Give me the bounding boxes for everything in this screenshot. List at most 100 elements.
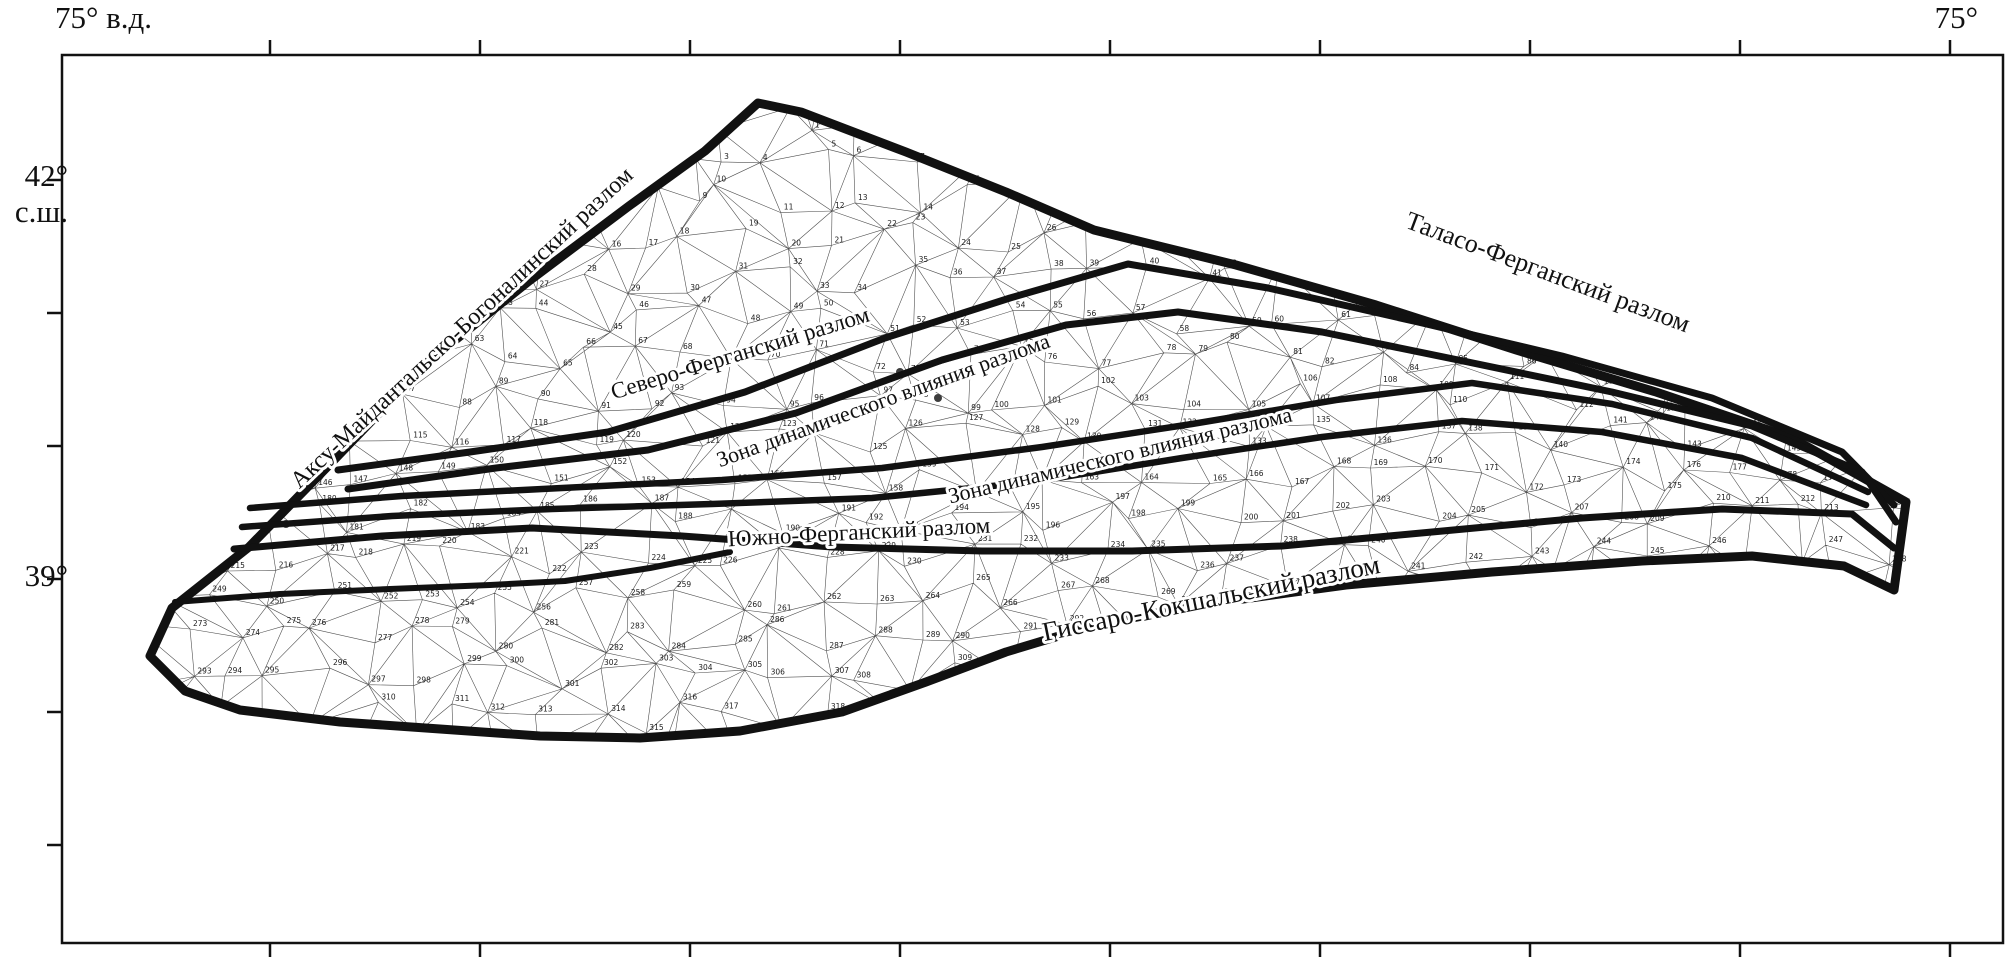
node-number: 23 — [916, 213, 926, 222]
node-number: 288 — [879, 626, 894, 635]
node-number: 299 — [467, 654, 482, 663]
node-number: 124 — [817, 423, 832, 432]
node-number: 200 — [1244, 513, 1259, 522]
node-number: 295 — [265, 666, 280, 675]
node-number: 145 — [1787, 444, 1802, 453]
node-number: 69 — [734, 349, 744, 358]
node-number: 261 — [777, 604, 792, 613]
node-number: 76 — [1048, 352, 1058, 361]
node-number: 258 — [631, 588, 646, 597]
node-number: 242 — [1469, 552, 1484, 561]
node-number: 247 — [1829, 535, 1844, 544]
node-number: 110 — [1453, 395, 1468, 404]
node-number: 101 — [1048, 396, 1063, 405]
node-number: 191 — [842, 503, 857, 512]
node-number: 45 — [613, 322, 623, 331]
node-number: 121 — [706, 436, 721, 445]
node-number: 271 — [1224, 587, 1239, 596]
node-number: 228 — [830, 547, 845, 556]
node-number: 120 — [626, 430, 641, 439]
node-number: 34 — [857, 283, 867, 292]
node-number: 306 — [771, 668, 786, 677]
node-number: 308 — [857, 670, 872, 679]
node-number: 204 — [1442, 511, 1457, 520]
node-number: 297 — [371, 675, 386, 684]
node-number: 294 — [228, 666, 243, 675]
node-number: 46 — [639, 300, 649, 309]
node-number: 287 — [829, 641, 844, 650]
node-number: 219 — [407, 534, 422, 543]
node-number: 173 — [1567, 475, 1582, 484]
node-number: 205 — [1471, 505, 1486, 514]
node-number: 21 — [835, 235, 845, 244]
node-number: 61 — [1341, 310, 1351, 319]
node-number: 81 — [1293, 347, 1303, 356]
node-number: 106 — [1303, 374, 1318, 383]
node-number: 177 — [1733, 463, 1748, 472]
node-number: 71 — [819, 340, 829, 349]
node-number: 171 — [1485, 463, 1500, 472]
node-number: 275 — [287, 616, 302, 625]
node-number: 117 — [507, 435, 522, 444]
node-number: 86 — [1527, 356, 1537, 365]
node-number: 90 — [541, 389, 551, 398]
node-number: 162 — [1045, 470, 1060, 479]
node-number: 286 — [770, 615, 785, 624]
node-number: 4 — [763, 153, 768, 162]
node-number: 164 — [1145, 473, 1160, 482]
fault-line-severo-zone-south — [344, 308, 1900, 526]
node-number: 60 — [1275, 314, 1285, 323]
node-number: 282 — [609, 643, 624, 652]
node-number: 63 — [475, 334, 485, 343]
node-number: 265 — [976, 573, 991, 582]
node-number: 98 — [919, 390, 929, 399]
node-number: 221 — [515, 547, 530, 556]
node-number: 243 — [1535, 546, 1550, 555]
node-number: 292 — [1070, 614, 1085, 623]
node-number: 264 — [926, 591, 941, 600]
node-number: 316 — [683, 692, 698, 701]
node-number: 55 — [1053, 301, 1063, 310]
node-number: 26 — [1047, 223, 1057, 232]
node-number: 244 — [1597, 537, 1612, 546]
map-frame — [60, 53, 2005, 945]
node-number: 30 — [690, 283, 700, 292]
node-number: 241 — [1411, 561, 1426, 570]
node-number: 152 — [613, 457, 628, 466]
node-number: 127 — [969, 413, 984, 422]
node-number: 309 — [958, 653, 973, 662]
station-marker — [934, 394, 942, 402]
node-number: 163 — [1085, 473, 1100, 482]
node-number: 296 — [333, 658, 348, 667]
node-number: 11 — [784, 203, 794, 212]
node-number: 88 — [462, 398, 472, 407]
node-number: 246 — [1712, 536, 1727, 545]
node-number: 49 — [794, 302, 804, 311]
node-number: 245 — [1650, 546, 1665, 555]
node-number: 64 — [508, 352, 518, 361]
node-number: 268 — [1095, 576, 1110, 585]
node-number: 257 — [579, 578, 594, 587]
fault-label-1: Таласо-Ферганский разлом — [1402, 206, 1694, 339]
node-number: 20 — [792, 239, 802, 248]
node-number: 28 — [587, 264, 597, 273]
node-number: 79 — [1199, 344, 1209, 353]
node-number: 100 — [995, 400, 1010, 409]
node-number: 170 — [1428, 456, 1443, 465]
node-number: 166 — [1249, 469, 1264, 478]
node-number: 181 — [350, 522, 365, 531]
node-number: 238 — [1284, 535, 1299, 544]
fault-line-yuzhno-zone-north — [246, 379, 1872, 512]
node-number: 19 — [749, 219, 759, 228]
node-number: 93 — [675, 383, 685, 392]
node-number: 147 — [354, 475, 369, 484]
node-number: 252 — [384, 591, 399, 600]
fault-label-2: Северо-Ферганский разлом — [608, 302, 873, 405]
node-number: 115 — [413, 431, 428, 440]
node-number: 89 — [499, 376, 509, 385]
node-number: 119 — [600, 435, 615, 444]
node-number: 96 — [814, 393, 824, 402]
node-number: 226 — [723, 555, 738, 564]
